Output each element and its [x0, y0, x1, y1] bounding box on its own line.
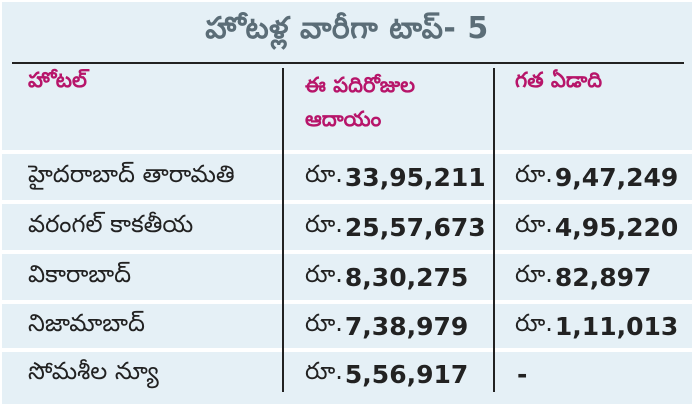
table-row-current: రూ. 5,56,917 — [305, 352, 490, 396]
row-separator — [2, 348, 692, 352]
last-year-amount: 82,897 — [554, 262, 652, 292]
current-amount: 7,38,979 — [344, 311, 469, 341]
row-separator — [2, 150, 692, 154]
table-row-name: వికారాబాద్‌ — [28, 260, 132, 288]
table-row-current: రూ. 33,95,211 — [305, 154, 490, 200]
table-title: హోటళ్ల వారీగా టాప్‌- 5 — [205, 11, 489, 46]
header-last-year-label: గత ఏడాది — [515, 68, 603, 92]
last-year-amount: - — [517, 359, 528, 389]
current-amount: 25,57,673 — [344, 212, 486, 242]
table-row-last-year: రూ. 82,897 — [515, 254, 690, 300]
column-divider — [493, 68, 495, 392]
current-amount: 33,95,211 — [344, 162, 486, 192]
table-row-name: వరంగల్‌ కాకతీయ — [28, 210, 194, 238]
header-current-line2: ఆదాయం — [305, 107, 382, 131]
last-year-amount: 4,95,220 — [554, 212, 679, 242]
currency-prefix: రూ. — [305, 260, 343, 288]
header-hotel-label: హోటల్‌ — [28, 68, 87, 92]
currency-prefix: రూ. — [305, 160, 343, 188]
currency-prefix: రూ. — [515, 210, 553, 238]
table-row-current: రూ. 25,57,673 — [305, 204, 490, 250]
currency-prefix: రూ. — [515, 160, 553, 188]
column-divider — [282, 68, 284, 392]
table-row-last-year: రూ. 4,95,220 — [515, 204, 690, 250]
row-separator — [2, 200, 692, 204]
current-amount: 5,56,917 — [344, 359, 469, 389]
table-row-name: సోమశీల న్యూ — [28, 357, 159, 385]
header-hotel: హోటల్‌ — [28, 68, 278, 148]
currency-prefix: రూ. — [305, 210, 343, 238]
currency-prefix: రూ. — [515, 309, 553, 337]
header-last-year: గత ఏడాది — [515, 68, 685, 148]
table-row-name: హైదరాబాద్‌ తారామతి — [28, 160, 235, 188]
row-separator — [2, 300, 692, 304]
last-year-amount: 9,47,249 — [554, 162, 679, 192]
header-current-line1: ఈ పదిరోజుల — [305, 73, 416, 97]
currency-prefix: రూ. — [515, 260, 553, 288]
current-amount: 8,30,275 — [344, 262, 469, 292]
title-divider — [12, 62, 684, 64]
table-row-current: రూ. 7,38,979 — [305, 304, 490, 348]
table-row-last-year: - — [515, 352, 690, 396]
table-row-last-year: రూ. 9,47,249 — [515, 154, 690, 200]
currency-prefix: రూ. — [305, 309, 343, 337]
row-separator — [2, 250, 692, 254]
table-row-last-year: రూ. 1,11,013 — [515, 304, 690, 348]
last-year-amount: 1,11,013 — [554, 311, 679, 341]
table-row-name: నిజామాబాద్‌ — [28, 309, 145, 337]
currency-prefix: రూ. — [305, 357, 343, 385]
header-current-revenue: ఈ పదిరోజుల ఆదాయం — [305, 68, 490, 148]
table-row-current: రూ. 8,30,275 — [305, 254, 490, 300]
